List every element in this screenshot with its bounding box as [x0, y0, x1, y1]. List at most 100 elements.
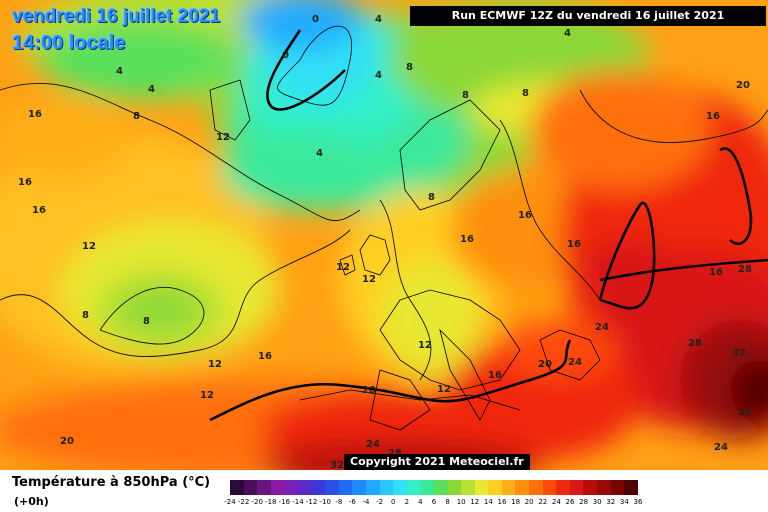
forecast-time: 14:00 locale	[12, 32, 126, 54]
scale-tick-label: 8	[445, 498, 450, 506]
scale-swatch	[447, 480, 462, 495]
scale-swatch	[270, 480, 285, 495]
scale-swatch	[433, 480, 448, 495]
scale-swatch	[352, 480, 366, 495]
scale-swatch	[597, 480, 611, 495]
legend-subtitle: (+0h)	[14, 495, 49, 508]
scale-tick-label: -2	[376, 498, 384, 506]
scale-swatch	[406, 480, 421, 495]
map-label: 32	[330, 460, 344, 470]
scale-swatch	[542, 480, 557, 495]
scale-swatch	[338, 480, 353, 495]
map-label: 20	[538, 359, 552, 370]
scale-swatch	[365, 480, 380, 495]
map-label: 24	[714, 442, 728, 453]
map-label: 8	[82, 310, 89, 321]
map-label: 4	[148, 84, 155, 95]
scale-tick-label: 32	[606, 498, 616, 506]
map-label: 8	[133, 111, 140, 122]
scale-swatch	[257, 480, 271, 495]
map-label: 28	[688, 338, 702, 349]
scale-tick-label: 34	[619, 498, 629, 506]
map-label: 12	[336, 262, 350, 273]
map-label: 12	[208, 359, 222, 370]
map-label: 12	[216, 132, 230, 143]
map-label: 24	[595, 322, 609, 333]
scale-tick-label: -24	[224, 498, 236, 506]
map-label: 8	[406, 62, 413, 73]
legend-title: Température à 850hPa (°C)	[12, 475, 211, 490]
scale-tick-label: 26	[565, 498, 575, 506]
map-label: 20	[736, 80, 750, 91]
scale-tick-label: 20	[524, 498, 534, 506]
temperature-field	[0, 0, 768, 470]
scale-swatch	[243, 480, 258, 495]
scale-swatch	[529, 480, 543, 495]
map-label: 4	[316, 148, 323, 159]
scale-swatch	[325, 480, 339, 495]
map-label: 12	[200, 390, 214, 401]
scale-swatch	[461, 480, 475, 495]
map-label: 16	[709, 267, 723, 278]
scale-tick-label: 28	[579, 498, 589, 506]
temperature-map[interactable]: 0 0 4 4 4 4 4 4 8 8 8 8 8 8 8 12 12 12 1…	[0, 0, 768, 470]
model-run-label: Run ECMWF 12Z du vendredi 16 juillet 202…	[410, 6, 766, 26]
map-label: 20	[362, 385, 376, 396]
map-label: 28	[738, 264, 752, 275]
scale-tick-label: 16	[497, 498, 507, 506]
map-label: 16	[28, 109, 42, 120]
scale-swatch	[284, 480, 298, 495]
scale-tick-label: 6	[431, 498, 437, 506]
map-label: 16	[460, 234, 474, 245]
scale-swatch	[488, 480, 502, 495]
map-label: 16	[488, 370, 502, 381]
scale-tick-label: -18	[265, 498, 277, 506]
scale-tick-label: -20	[251, 498, 263, 506]
map-label: 8	[143, 316, 150, 327]
scale-tick-label: -4	[362, 498, 370, 506]
scale-tick-label: 18	[511, 498, 521, 506]
map-label: 16	[32, 205, 46, 216]
scale-swatch	[556, 480, 570, 495]
map-label: 16	[18, 177, 32, 188]
map-label: 24	[568, 357, 582, 368]
map-label: 32	[738, 407, 752, 418]
map-label: 0	[312, 14, 319, 25]
scale-swatch	[569, 480, 584, 495]
map-label: 12	[418, 340, 432, 351]
scale-swatch	[311, 480, 326, 495]
map-labels: 0 0 4 4 4 4 4 4 8 8 8 8 8 8 8 12 12 12 1…	[18, 14, 752, 470]
map-label: 16	[706, 111, 720, 122]
map-label: 0	[282, 50, 289, 61]
scale-tick-label: -16	[278, 498, 291, 506]
map-label: 4	[116, 66, 123, 77]
scale-tick-label: -14	[292, 498, 304, 506]
scale-tick-label: 10	[456, 498, 466, 506]
map-label: 4	[375, 70, 382, 81]
scale-tick-label: 36	[633, 498, 643, 506]
scale-swatch	[624, 480, 638, 495]
scale-swatch	[379, 480, 394, 495]
scale-tick-label: 0	[390, 498, 396, 506]
scale-tick-label: 14	[483, 498, 493, 506]
scale-swatch	[297, 480, 312, 495]
scale-tick-label: 12	[470, 498, 480, 506]
legend: Température à 850hPa (°C) (+0h) -24 -22 -2…	[0, 470, 768, 512]
map-label: 16	[518, 210, 532, 221]
scale-tick-label: 22	[538, 498, 548, 506]
scale-swatch	[515, 480, 530, 495]
scale-tick-label: 4	[418, 498, 423, 506]
contour-lines	[0, 82, 768, 381]
isotherm-20	[209, 29, 768, 422]
scale-tick-label: 24	[551, 498, 561, 506]
map-label: 16	[258, 351, 272, 362]
map-label: 4	[564, 28, 571, 39]
scale-swatch	[610, 480, 625, 495]
color-scale	[230, 480, 638, 495]
scale-swatch	[501, 480, 516, 495]
map-label: 16	[567, 239, 581, 250]
scale-swatch	[230, 480, 244, 495]
map-label: 12	[362, 274, 376, 285]
scale-tick-label: -6	[348, 498, 356, 506]
